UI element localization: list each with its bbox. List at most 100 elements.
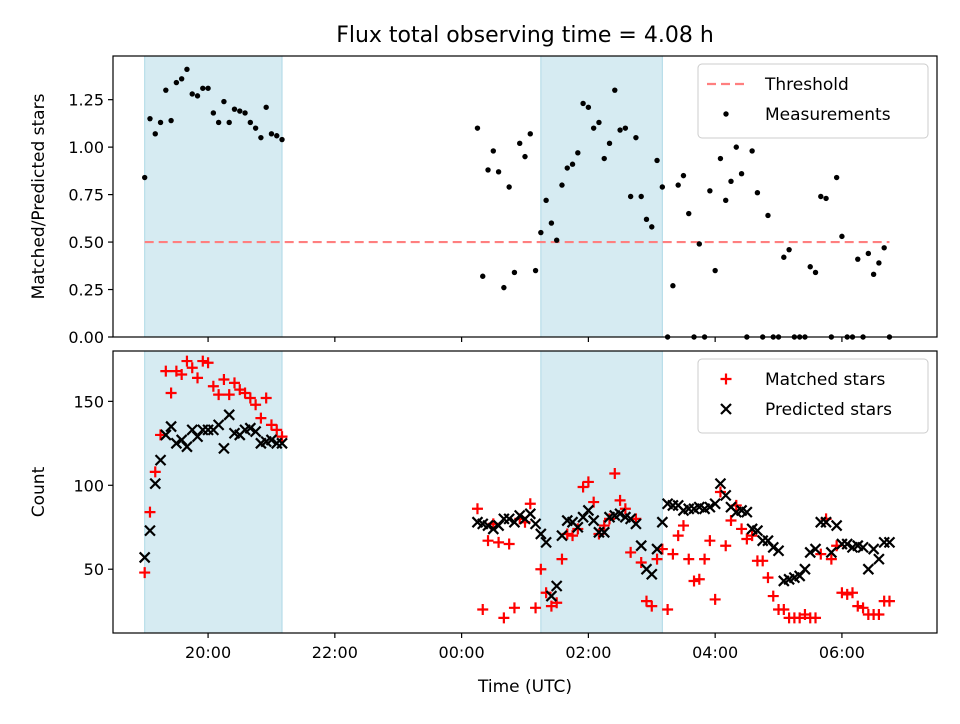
bottom-series1-point-73: [714, 486, 726, 498]
bottom-series2-point-96: [836, 538, 848, 550]
bottom-series1-point-21: [250, 399, 262, 411]
bottom-series1-point-103: [873, 609, 885, 621]
top-series1-point-80: [754, 190, 761, 196]
bottom-series1-point-68: [688, 575, 700, 587]
bottom-series1-point-100: [857, 602, 869, 614]
bottom-shaded-band-1: [144, 350, 283, 634]
bottom-series2-point-40: [540, 536, 552, 549]
bottom-series2-point-26: [276, 437, 288, 450]
top-y-tick-label-2: 0.50: [68, 233, 104, 252]
bottom-series1-point-7: [176, 369, 188, 380]
x-axis-label: Time (UTC): [477, 677, 572, 697]
top-series1-point-77: [738, 171, 745, 177]
top-series1-point-40: [543, 197, 549, 203]
bottom-series1-point-20: [244, 392, 256, 404]
bottom-series1-point-1: [144, 506, 156, 518]
top-series1-point-5: [168, 117, 174, 124]
top-series1-point-99: [855, 256, 861, 262]
bottom-series1-point-10: [192, 372, 204, 384]
bottom-series2-point-80: [751, 524, 764, 537]
bottom-series2-point-83: [767, 541, 780, 554]
bottom-legend-marker-0: [720, 373, 732, 385]
top-series1-point-10: [194, 93, 201, 99]
top-series1-point-14: [215, 119, 222, 126]
bottom-series1-point-59: [640, 595, 652, 607]
bottom-series1-point-60: [646, 600, 658, 612]
bottom-series1-point-4: [160, 365, 172, 377]
bottom-series1-point-67: [683, 553, 695, 565]
bottom-series1-point-32: [498, 612, 510, 624]
top-series1-point-15: [221, 98, 227, 105]
bottom-series1-point-12: [202, 357, 214, 369]
top-series1-point-57: [633, 134, 639, 141]
bottom-series1-point-65: [672, 530, 684, 542]
bottom-series1-point-92: [815, 548, 827, 560]
bottom-series2-point-35: [513, 509, 526, 522]
top-series1-point-22: [258, 134, 264, 141]
top-panel: 0.00 0.25 0.50 0.75 1.00 1.25 Matched/Predicte…: [29, 55, 938, 347]
bottom-series2-point-60: [645, 568, 658, 581]
bottom-series1-point-55: [619, 503, 631, 515]
top-shaded-band-1: [144, 55, 283, 338]
top-series1-point-1: [147, 115, 153, 122]
top-series1-point-51: [601, 155, 607, 162]
bottom-series1-point-42: [551, 597, 563, 609]
top-y-tick-label-4: 1.00: [68, 138, 104, 157]
top-series1-point-29: [485, 167, 491, 173]
bottom-series2-point-54: [614, 508, 626, 520]
bottom-series1-point-97: [841, 588, 853, 600]
bottom-series2-point-94: [825, 546, 838, 559]
x-tick-label-5: 06:00: [819, 643, 865, 662]
top-series1-point-75: [728, 178, 734, 185]
bottom-series1-point-24: [265, 419, 277, 431]
bottom-legend-box: [697, 358, 929, 434]
top-y-tick-label-5: 1.25: [68, 91, 104, 110]
bottom-series2-point-6: [170, 437, 183, 450]
bottom-series1-point-29: [482, 535, 494, 547]
top-series1-point-3: [157, 119, 164, 126]
x-tick-label-0: 20:00: [185, 643, 231, 662]
bottom-legend-marker-1: [720, 403, 732, 415]
top-series1-point-72: [712, 267, 718, 274]
bottom-series2-point-93: [820, 516, 832, 528]
top-series1-point-95: [833, 174, 840, 181]
bottom-series2-point-8: [181, 440, 193, 453]
top-series1-point-48: [585, 104, 592, 110]
top-series1-point-58: [638, 193, 644, 200]
top-series1-point-25: [274, 133, 280, 139]
bottom-series2-point-49: [587, 514, 600, 527]
bottom-series2-point-73: [714, 477, 727, 490]
top-series1-point-55: [622, 125, 629, 131]
bottom-series2-point-38: [529, 518, 542, 530]
bottom-series1-point-27: [471, 503, 483, 515]
top-series1-point-19: [242, 110, 248, 116]
bottom-series2-point-29: [482, 519, 494, 532]
bottom-series2-point-51: [598, 526, 611, 539]
bottom-series2-point-2: [149, 477, 162, 490]
top-series1-point-2: [152, 131, 158, 137]
bottom-series2-point-39: [535, 528, 547, 540]
top-legend-marker-1: [723, 111, 729, 117]
bottom-series2-point-97: [841, 538, 853, 550]
top-series1-point-23: [263, 104, 269, 110]
top-series1-point-24: [268, 131, 275, 137]
bottom-series1-point-19: [239, 387, 251, 399]
bottom-series2-point-14: [212, 419, 225, 431]
bottom-series1-point-72: [709, 593, 721, 605]
bottom-series2-point-37: [524, 508, 537, 520]
bottom-series2-point-91: [809, 543, 822, 555]
bottom-series2-point-102: [867, 543, 880, 555]
bottom-series1-point-49: [588, 496, 600, 508]
bottom-series1-point-25: [271, 424, 283, 436]
top-series1-point-16: [226, 119, 232, 126]
bottom-series1-point-3: [155, 429, 167, 441]
bottom-series2-point-5: [165, 420, 177, 433]
top-series1-point-86: [786, 246, 792, 253]
bottom-series1-point-31: [493, 536, 505, 548]
bottom-series2-point-24: [265, 434, 278, 446]
bottom-series2-point-74: [719, 489, 732, 502]
bottom-axes-frame: [112, 350, 938, 634]
top-y-tick-label-0: 0.00: [68, 328, 104, 347]
bottom-series2-point-104: [878, 536, 890, 549]
bottom-series1-point-53: [609, 468, 621, 480]
